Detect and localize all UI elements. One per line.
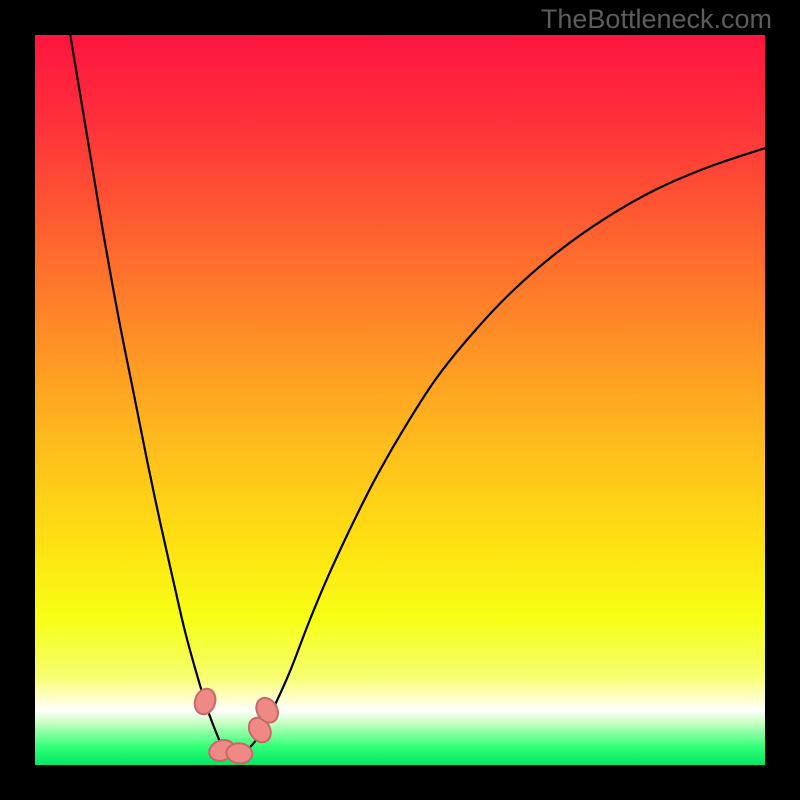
- plot-area: [35, 35, 765, 765]
- watermark-text: TheBottleneck.com: [541, 4, 772, 35]
- data-dot: [192, 686, 219, 717]
- data-dots: [192, 686, 283, 764]
- data-dot: [226, 742, 254, 764]
- chart-frame: TheBottleneck.com: [0, 0, 800, 800]
- bottleneck-curve: [64, 0, 765, 755]
- curve-layer: [35, 35, 765, 765]
